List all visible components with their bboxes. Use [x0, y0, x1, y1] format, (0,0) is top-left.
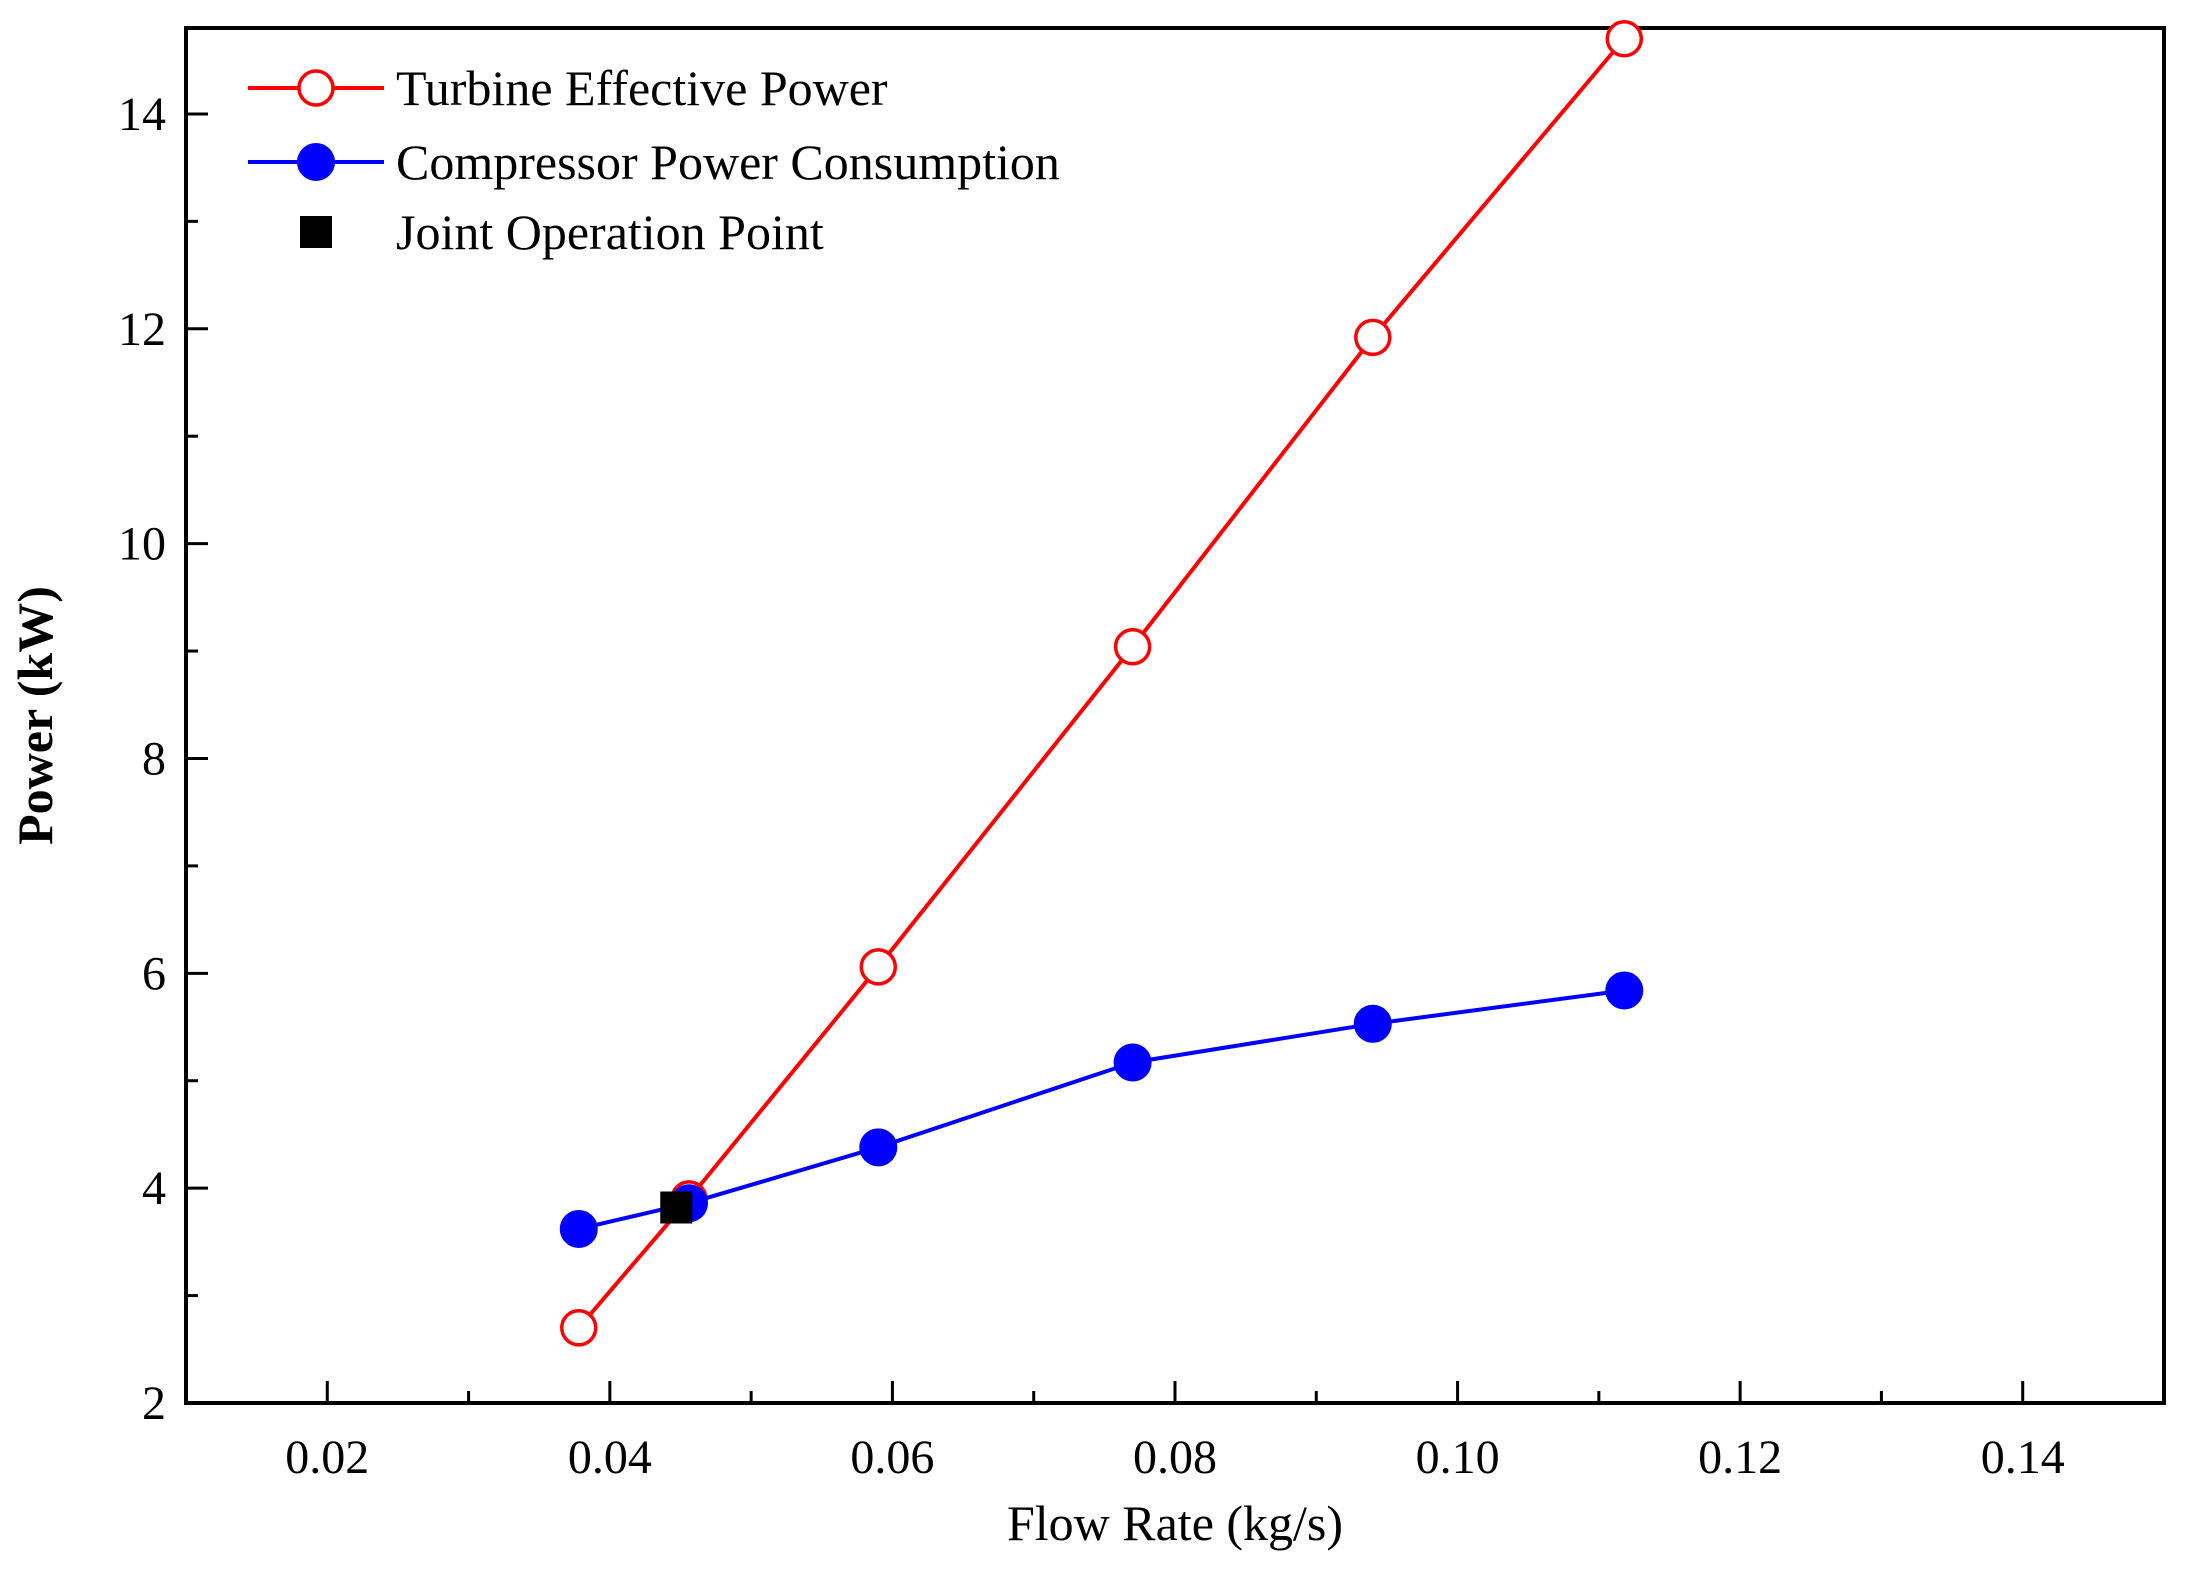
series-1: [559, 971, 1644, 1248]
legend-marker: [300, 216, 332, 248]
x-tick-label: 0.02: [285, 1431, 369, 1484]
legend-item: Joint Operation Point: [300, 204, 824, 260]
series-2: [660, 1191, 693, 1224]
y-tick-label: 2: [142, 1377, 166, 1430]
y-tick-label: 6: [142, 947, 166, 1000]
data-point: [859, 948, 898, 986]
data-point: [1353, 1004, 1392, 1043]
x-tick-label: 0.04: [568, 1431, 652, 1484]
data-point: [559, 1209, 598, 1248]
y-tick-label: 10: [118, 518, 166, 571]
data-point: [859, 1128, 898, 1167]
series-layer: [559, 19, 1644, 1347]
data-point: [560, 1309, 598, 1347]
y-tick-label: 14: [118, 88, 166, 141]
data-point: [1354, 318, 1392, 357]
y-tick-label: 8: [142, 732, 166, 785]
legend: Turbine Effective Power Compressor Power …: [248, 60, 1060, 260]
x-tick-label: 0.14: [1981, 1431, 2065, 1484]
y-axis-title: Power (kW): [7, 586, 63, 845]
y-axis: 2 4 6 8 10 12 14: [118, 88, 208, 1430]
y-tick-label: 12: [118, 303, 166, 356]
x-tick-label: 0.10: [1416, 1431, 1500, 1484]
legend-label: Turbine Effective Power: [396, 60, 888, 116]
legend-item: Compressor Power Consumption: [248, 134, 1060, 190]
legend-marker: [297, 143, 335, 181]
data-point: [1605, 19, 1644, 58]
data-point: [1113, 1043, 1152, 1082]
x-axis-title: Flow Rate (kg/s): [1007, 1495, 1343, 1551]
data-point: [1113, 628, 1152, 666]
x-tick-label: 0.06: [850, 1431, 934, 1484]
x-tick-label: 0.08: [1133, 1431, 1217, 1484]
x-axis: 0.02 0.04 0.06 0.08 0.10 0.12 0.14: [184, 1381, 2166, 1484]
series-line: [578, 988, 1625, 1231]
data-point: [660, 1191, 693, 1224]
legend-label: Joint Operation Point: [396, 204, 824, 260]
data-point: [1605, 971, 1644, 1010]
y-tick-label: 4: [142, 1162, 166, 1215]
legend-label: Compressor Power Consumption: [396, 134, 1060, 190]
legend-item: Turbine Effective Power: [248, 60, 888, 116]
legend-marker: [297, 69, 335, 107]
x-tick-label: 0.12: [1698, 1431, 1782, 1484]
